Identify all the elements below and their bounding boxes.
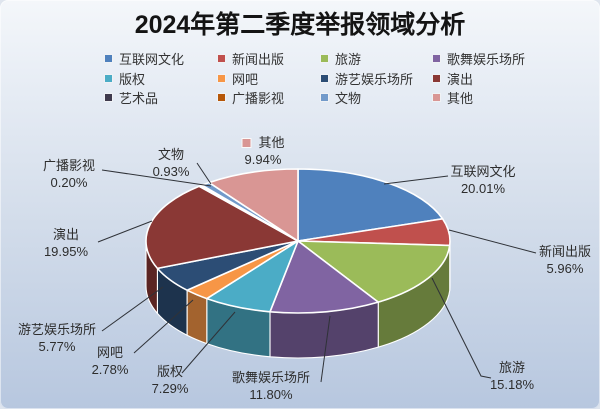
legend-swatch-icon [320, 73, 329, 83]
legend-swatch-icon [217, 54, 226, 64]
legend-swatch-icon [217, 73, 226, 83]
legend-swatch-icon [432, 93, 441, 103]
leader-line-3 [320, 315, 331, 383]
leader-line-4 [181, 311, 236, 374]
legend-swatch-icon [320, 54, 329, 64]
legend-label: 游艺娱乐场所 [335, 71, 414, 87]
legend-item-8: 艺术品 [104, 88, 217, 108]
legend-label: 其他 [447, 91, 474, 107]
legend-label: 旅游 [335, 52, 362, 68]
leader-line-2 [431, 277, 492, 379]
pie-slice-3 [269, 240, 380, 314]
legend-item-9: 广播影视 [217, 88, 320, 108]
legend-item-7: 演出 [432, 69, 562, 89]
leader-line-7 [97, 220, 153, 243]
legend-item-5: 网吧 [217, 69, 320, 89]
legend-label: 文物 [335, 91, 362, 107]
legend-swatch-icon [320, 93, 329, 103]
legend-label: 艺术品 [119, 91, 159, 107]
legend-swatch-icon [104, 54, 113, 64]
legend-item-4: 版权 [104, 69, 217, 89]
legend-label: 版权 [119, 71, 146, 87]
leader-line-9 [101, 169, 212, 187]
legend-item-1: 新闻出版 [217, 49, 320, 69]
legend-swatch-icon [432, 73, 441, 83]
leader-line-0 [383, 175, 449, 185]
legend-label: 广播影视 [232, 91, 285, 107]
legend-item-0: 互联网文化 [104, 49, 217, 69]
leader-line-5 [133, 299, 194, 354]
legend-swatch-icon [432, 54, 441, 64]
legend-item-10: 文物 [320, 88, 432, 108]
pie-slice-11 [208, 168, 299, 242]
legend-swatch-icon [104, 73, 113, 83]
legend-item-3: 歌舞娱乐场所 [432, 49, 562, 69]
legend-item-6: 游艺娱乐场所 [320, 69, 432, 89]
pie-slice-7 [145, 185, 299, 270]
legend-swatch-icon [104, 93, 113, 103]
pie-slice-2 [297, 240, 451, 303]
legend-item-2: 旅游 [320, 49, 432, 69]
legend-item-11: 其他 [432, 88, 562, 108]
leader-line-6 [101, 286, 164, 332]
legend-label: 新闻出版 [232, 52, 285, 68]
legend-label: 演出 [447, 71, 474, 87]
leader-line-10 [196, 162, 212, 185]
chart-title: 2024年第二季度举报领域分析 [134, 11, 466, 39]
legend: 互联网文化 新闻出版 旅游 歌舞娱乐场所版权 网吧 游艺娱乐场所 演出艺术品 广播影视 文物 其他 [104, 49, 562, 108]
legend-label: 互联网文化 [119, 52, 185, 68]
legend-label: 网吧 [232, 71, 259, 87]
pie-slice-0 [297, 168, 444, 242]
legend-swatch-icon [217, 93, 226, 103]
leader-line-1 [448, 229, 537, 254]
legend-label: 歌舞娱乐场所 [447, 52, 526, 68]
